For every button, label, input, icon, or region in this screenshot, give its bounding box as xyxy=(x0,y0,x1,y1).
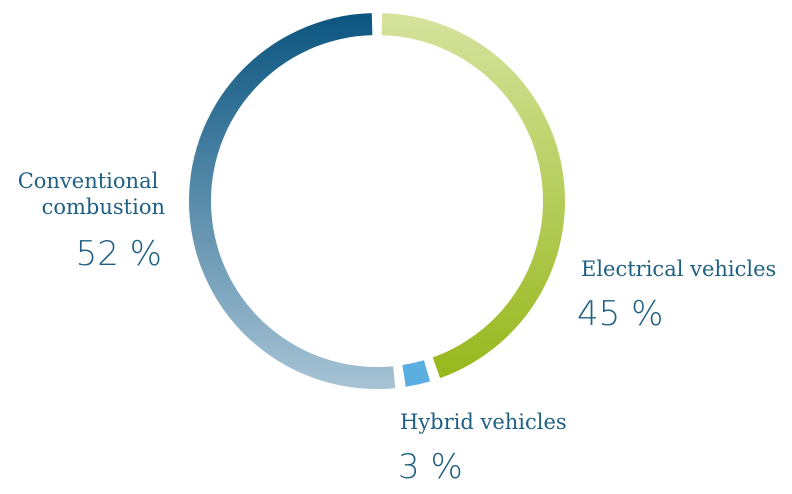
slice-hybrid-vehicles xyxy=(402,360,431,387)
conventional-label: Conventional combustion xyxy=(18,169,165,219)
electrical-label: Electrical vehicles xyxy=(581,257,776,281)
slice-electrical-vehicles xyxy=(381,13,565,379)
conventional-label-line-2: combustion xyxy=(42,195,165,219)
conventional-value: 52 % xyxy=(76,234,162,274)
slice-conventional-combustion xyxy=(189,13,396,389)
conventional-label-line-1: Conventional xyxy=(18,169,159,193)
hybrid-label: Hybrid vehicles xyxy=(400,410,567,434)
hybrid-value: 3 % xyxy=(398,447,463,487)
donut-slices xyxy=(189,13,565,389)
electrical-value: 45 % xyxy=(577,294,663,334)
